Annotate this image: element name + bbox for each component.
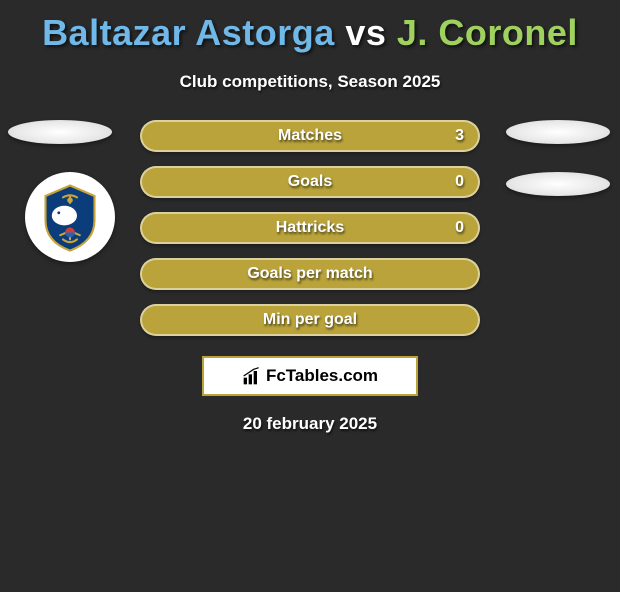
comparison-title: Baltazar Astorga vs J. Coronel: [0, 12, 620, 54]
brand-box[interactable]: FcTables.com: [202, 356, 418, 396]
stat-value-right: 0: [455, 173, 464, 191]
bar-chart-icon: [242, 366, 262, 386]
stat-bar: Min per goal: [140, 304, 480, 336]
stat-value-right: 3: [455, 127, 464, 145]
stat-bar: Goals per match: [140, 258, 480, 290]
stat-label: Hattricks: [276, 219, 344, 237]
player2-photo-placeholder: [506, 120, 610, 144]
content-area: Matches 3 Goals 0 Hattricks 0 Goals per match M…: [0, 120, 620, 434]
stat-bar: Hattricks 0: [140, 212, 480, 244]
stat-label: Min per goal: [263, 311, 357, 329]
stat-label: Goals per match: [247, 265, 372, 283]
subtitle: Club competitions, Season 2025: [0, 72, 620, 92]
player2-club-placeholder: [506, 172, 610, 196]
stat-bar: Goals 0: [140, 166, 480, 198]
stat-value-right: 0: [455, 219, 464, 237]
player1-photo-placeholder: [8, 120, 112, 144]
stat-bars: Matches 3 Goals 0 Hattricks 0 Goals per match M…: [140, 120, 480, 336]
stat-bar: Matches 3: [140, 120, 480, 152]
vs-text: vs: [345, 12, 386, 53]
stat-label: Matches: [278, 127, 342, 145]
player2-name: J. Coronel: [397, 12, 578, 53]
player1-name: Baltazar Astorga: [42, 12, 335, 53]
date-label: 20 february 2025: [0, 414, 620, 434]
club-crest-icon: [35, 182, 105, 252]
stat-label: Goals: [288, 173, 332, 191]
player1-club-badge: [25, 172, 115, 262]
brand-text: FcTables.com: [266, 366, 378, 386]
